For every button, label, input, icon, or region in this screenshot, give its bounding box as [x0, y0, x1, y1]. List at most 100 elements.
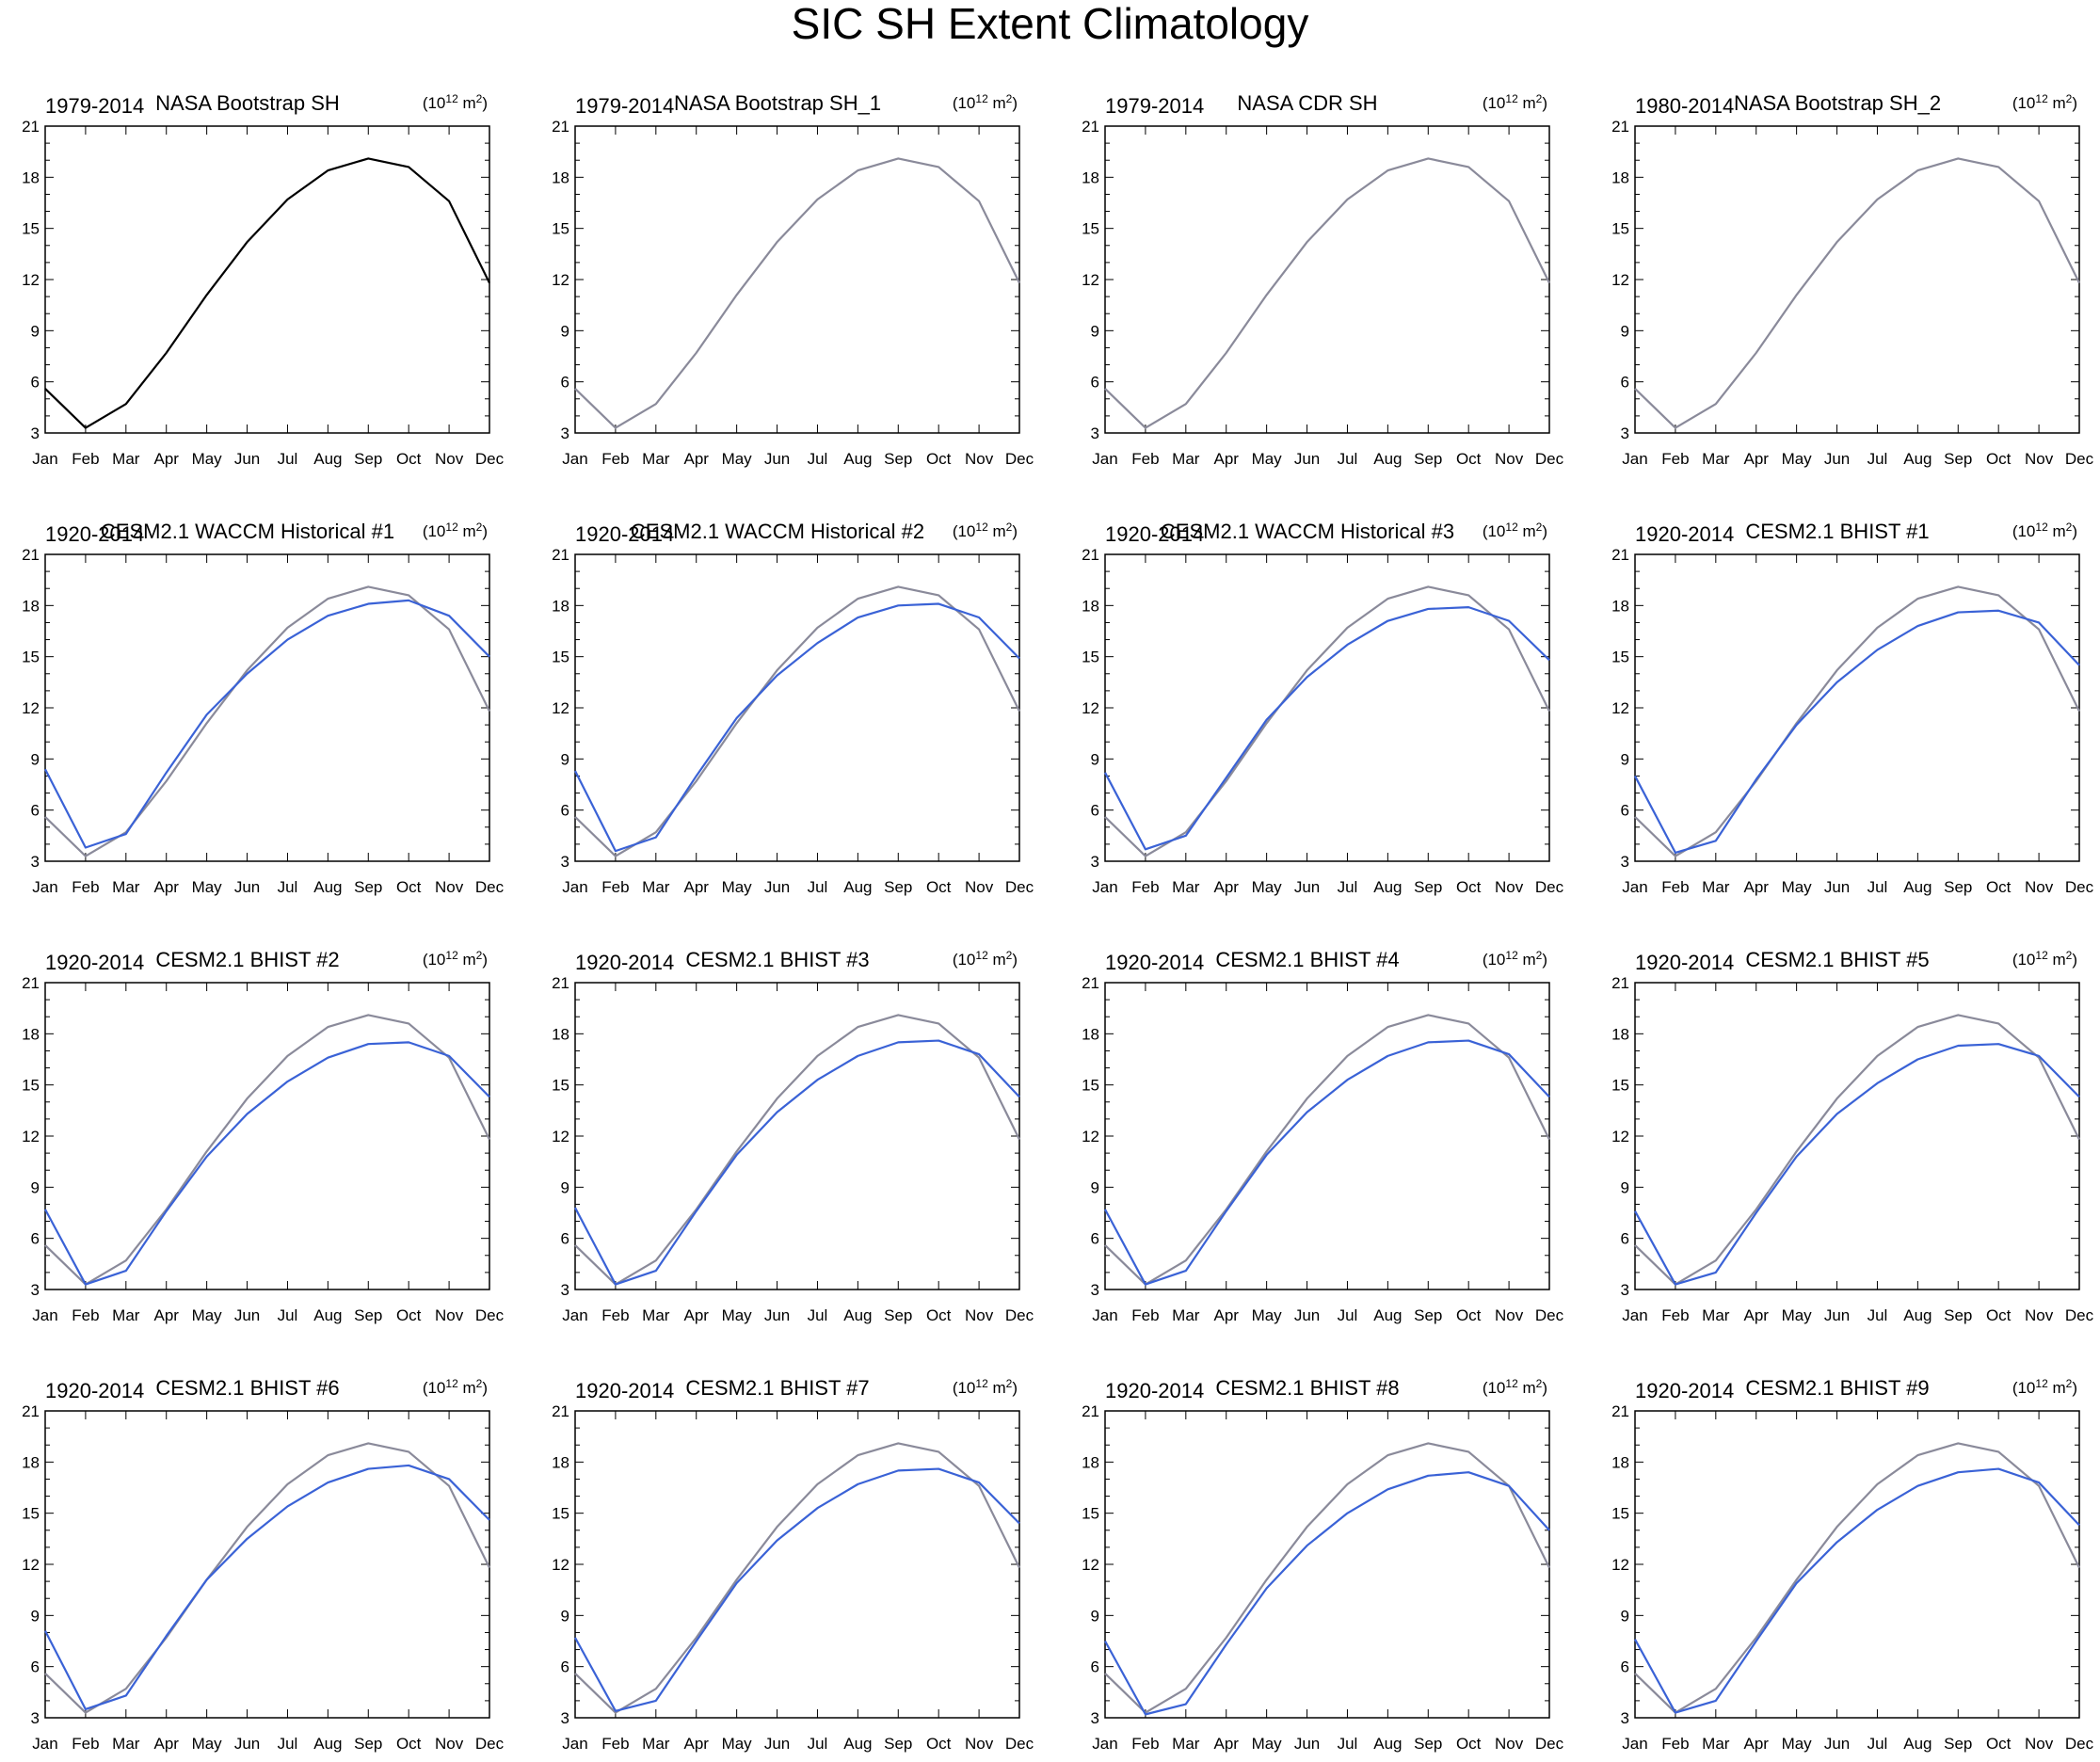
units-label: (1012 m2) — [423, 92, 488, 112]
x-tick-label: Sep — [354, 878, 382, 896]
panel-7: 3 6 9 12 15 18 21 Jan Feb Mar Apr May Jun Jul Aug Sep Oc… — [1082, 520, 1564, 896]
x-tick-label: May — [192, 450, 223, 468]
y-tick-label: 9 — [561, 1607, 569, 1625]
panel-title: CESM2.1 BHIST #9 — [1745, 1376, 1929, 1400]
y-tick-label: 21 — [22, 546, 40, 564]
x-tick-label: Jan — [1092, 1306, 1117, 1324]
x-tick-label: Oct — [926, 1735, 952, 1753]
x-tick-label: Jan — [32, 1735, 57, 1753]
x-tick-label: Jan — [562, 878, 587, 896]
y-tick-label: 3 — [561, 424, 569, 442]
x-tick-label: Dec — [1005, 1306, 1034, 1324]
units-superscript: 2 — [1006, 949, 1013, 962]
plot-frame — [1634, 125, 2080, 434]
panel-years: 1979-2014 — [45, 94, 144, 118]
panel-9: 3 6 9 12 15 18 21 Jan Feb Mar Apr May Jun Jul Aug Sep Oc… — [22, 948, 505, 1324]
panel-title: NASA Bootstrap SH_2 — [1734, 91, 1941, 115]
x-tick-label: Jan — [1092, 878, 1117, 896]
units-text: m — [458, 94, 476, 112]
x-tick-label: Jun — [1824, 878, 1850, 896]
x-tick-label: Oct — [396, 1735, 422, 1753]
units-text: (10 — [1483, 94, 1506, 112]
x-tick-label: Feb — [1661, 1306, 1689, 1324]
y-tick-label: 21 — [1082, 546, 1099, 564]
panel-8: 3 6 9 12 15 18 21 Jan Feb Mar Apr May Jun Jul Aug Sep Oc… — [1611, 520, 2094, 896]
y-tick-label: 21 — [1082, 974, 1099, 992]
y-tick-label: 18 — [1611, 1453, 1629, 1471]
panel-title: CESM2.1 BHIST #3 — [685, 948, 869, 971]
x-tick-label: Nov — [965, 450, 994, 468]
units-text: m — [2048, 951, 2066, 969]
x-tick-label: Dec — [1535, 1735, 1564, 1753]
x-tick-label: Jan — [1092, 1735, 1117, 1753]
y-tick-label: 6 — [31, 374, 40, 392]
x-tick-label: Mar — [642, 878, 670, 896]
x-tick-label: Sep — [1944, 1306, 1972, 1324]
x-tick-label: Jul — [278, 450, 298, 468]
x-tick-label: Jan — [1622, 450, 1647, 468]
y-tick-label: 3 — [561, 1281, 569, 1299]
model-series-line — [44, 599, 490, 849]
units-superscript: 2 — [1536, 1377, 1543, 1390]
units-label: (1012 m2) — [953, 1377, 1018, 1397]
y-tick-label: 12 — [1082, 1128, 1099, 1145]
y-tick-label: 9 — [31, 1607, 40, 1625]
reference-series-line — [1634, 1442, 2080, 1714]
plot-frame — [44, 1410, 490, 1719]
x-tick-label: Aug — [1903, 1306, 1932, 1324]
x-tick-label: May — [192, 878, 223, 896]
x-tick-label: Jul — [1868, 1735, 1888, 1753]
reference-series-line — [1634, 1014, 2080, 1286]
units-text: m — [988, 522, 1006, 540]
units-text: (10 — [2012, 522, 2036, 540]
units-text: m — [988, 951, 1006, 969]
y-tick-label: 6 — [1621, 802, 1629, 820]
x-tick-label: Nov — [965, 1735, 994, 1753]
y-tick-label: 9 — [1091, 322, 1099, 340]
y-tick-label: 21 — [22, 118, 40, 136]
x-tick-label: Aug — [843, 878, 872, 896]
x-tick-label: Aug — [313, 450, 342, 468]
reference-series-line — [44, 157, 490, 429]
y-tick-label: 18 — [1082, 1453, 1099, 1471]
units-superscript: 2 — [1006, 1377, 1013, 1390]
x-tick-label: Sep — [884, 1306, 912, 1324]
x-tick-label: Dec — [475, 1735, 505, 1753]
x-tick-label: Jun — [234, 1735, 260, 1753]
units-superscript: 2 — [476, 92, 483, 105]
x-tick-label: Apr — [153, 1735, 179, 1753]
y-tick-label: 3 — [31, 1709, 40, 1727]
x-tick-label: Dec — [1535, 450, 1564, 468]
units-text: ) — [1012, 522, 1018, 540]
y-tick-label: 12 — [1611, 699, 1629, 717]
x-tick-label: Dec — [2065, 1735, 2094, 1753]
plot-frame — [1104, 553, 1550, 862]
units-text: ) — [2072, 522, 2077, 540]
plot-frame — [1634, 553, 2080, 862]
y-tick-label: 3 — [561, 853, 569, 871]
x-tick-label: Aug — [1373, 1306, 1402, 1324]
y-tick-label: 12 — [552, 1556, 569, 1574]
y-tick-label: 6 — [1621, 374, 1629, 392]
y-tick-label: 12 — [552, 1128, 569, 1145]
x-tick-label: Feb — [1661, 450, 1689, 468]
units-text: (10 — [2012, 951, 2036, 969]
panel-6: 3 6 9 12 15 18 21 Jan Feb Mar Apr May Jun Jul Aug Sep Oc… — [552, 520, 1034, 896]
x-tick-label: Sep — [1944, 878, 1972, 896]
x-tick-label: Nov — [2025, 1735, 2054, 1753]
x-tick-label: Oct — [1456, 1735, 1482, 1753]
units-label: (1012 m2) — [953, 949, 1018, 969]
y-tick-label: 15 — [1082, 1505, 1099, 1523]
x-tick-label: Mar — [1172, 1735, 1200, 1753]
x-tick-label: Dec — [475, 1306, 505, 1324]
x-tick-label: Mar — [642, 450, 670, 468]
y-tick-label: 12 — [552, 271, 569, 289]
y-tick-label: 15 — [22, 649, 40, 666]
units-text: (10 — [423, 522, 446, 540]
plot-frame — [1634, 1410, 2080, 1719]
y-tick-label: 6 — [1091, 1658, 1099, 1676]
y-tick-label: 21 — [1611, 118, 1629, 136]
x-tick-label: Apr — [1213, 1306, 1239, 1324]
units-label: (1012 m2) — [2012, 92, 2077, 112]
x-tick-label: Apr — [153, 1306, 179, 1324]
